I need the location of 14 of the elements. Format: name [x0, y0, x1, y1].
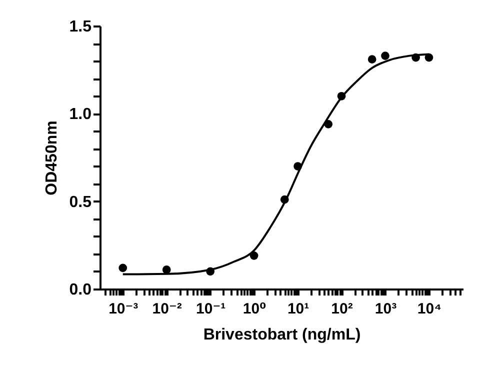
- x-tick-label: 10⁻³: [108, 300, 138, 318]
- x-tick-label: 10¹: [287, 300, 310, 318]
- x-tick-label: 10⁻¹: [196, 300, 226, 318]
- y-tick-label: 0.5: [69, 194, 92, 211]
- y-tick-label: 1.5: [69, 18, 92, 36]
- x-tick-label: 10⁴: [417, 300, 442, 318]
- y-axis-title: OD450nm: [43, 120, 60, 196]
- x-tick-label: 10³: [374, 300, 397, 318]
- y-tick-label: 1.0: [69, 106, 92, 124]
- y-tick-label: 0.0: [69, 282, 92, 298]
- x-tick-label: 10⁰: [242, 300, 266, 318]
- x-tick-label: 10²: [331, 300, 353, 318]
- x-tick-label: 10⁻²: [152, 300, 182, 318]
- x-axis-title: Brivestobart (ng/mL): [203, 326, 361, 344]
